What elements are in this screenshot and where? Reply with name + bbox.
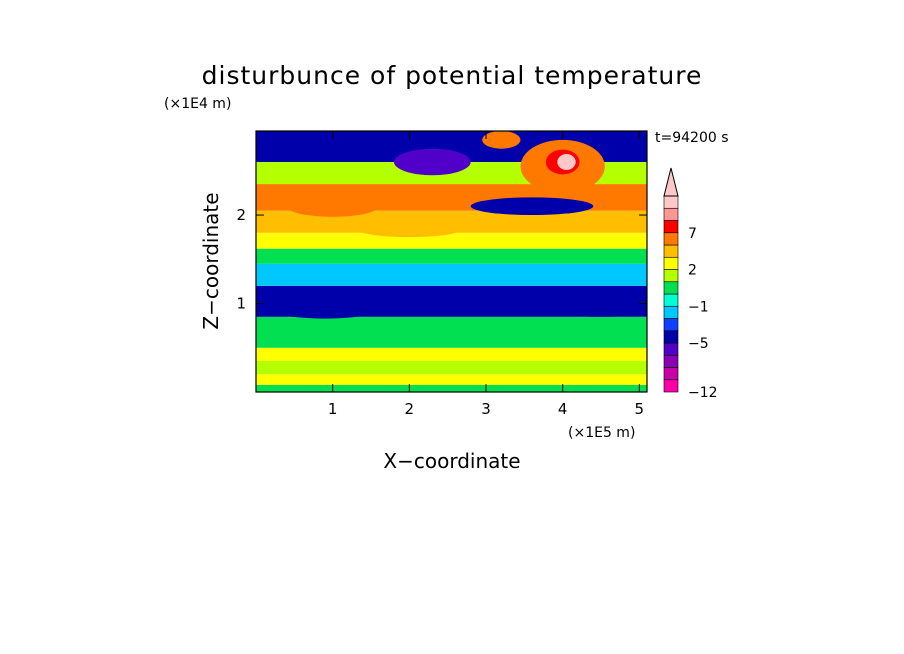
colorbar-tick-label: 2 (688, 263, 697, 279)
colorbar-tick-label: −5 (688, 336, 709, 352)
x-tick-label: 2 (405, 400, 415, 418)
colorbar-swatch (663, 318, 679, 332)
field-feature-2 (482, 131, 521, 149)
colorbar-swatch (663, 342, 679, 356)
colorbar-tick-label: −1 (688, 299, 709, 315)
y-tick-label: 1 (236, 295, 246, 313)
plot-frame (255, 130, 648, 393)
colorbar-swatch (663, 330, 679, 344)
colorbar-swatch (663, 281, 679, 295)
colorbar-extend-arrow (663, 167, 679, 197)
colorbar-swatch (663, 195, 679, 209)
field-band-0 (256, 384, 647, 392)
field-feature-6 (470, 197, 594, 216)
y-unit-label: (×1E4 m) (164, 96, 231, 112)
colorbar-swatch (663, 244, 679, 258)
chart-title: disturbunce of potential temperature (202, 61, 703, 90)
x-tick-label: 4 (558, 400, 568, 418)
x-tick-label: 1 (328, 400, 338, 418)
x-axis-ticks: 1 2 3 4 5 (328, 131, 644, 418)
colorbar: −12−5−127 (663, 167, 718, 401)
colorbar-swatch (663, 305, 679, 319)
colorbar-swatch (663, 220, 679, 234)
field-feature-11 (286, 195, 379, 217)
field-feature-8 (371, 292, 479, 316)
field-feature-10 (256, 352, 494, 362)
field-feature-1 (394, 148, 471, 176)
colorbar-swatch (663, 293, 679, 307)
field-band-2 (256, 361, 647, 375)
field-band-4 (256, 316, 647, 348)
x-tick-label: 5 (635, 400, 645, 418)
colorbar-swatch (663, 367, 679, 381)
field-band-6 (256, 263, 647, 286)
colorbar-tick-label: −12 (688, 385, 718, 401)
field-band-8 (256, 232, 647, 249)
colorbar-swatch (663, 232, 679, 246)
field-band-9 (256, 210, 647, 233)
y-axis-ticks: 12 (236, 206, 647, 313)
colorbar-tick-label: 7 (688, 226, 697, 242)
colorbar-swatch (663, 269, 679, 283)
colorbar-swatch (663, 256, 679, 270)
field-feature-9 (532, 299, 647, 317)
field-band-7 (256, 248, 647, 264)
colorbar-swatch (663, 354, 679, 368)
field-feature-12 (355, 219, 464, 238)
colorbar-swatch (663, 379, 679, 393)
colorbar-swatch (663, 207, 679, 221)
time-label: t=94200 s (655, 130, 729, 146)
field-feature-5 (557, 154, 576, 170)
field-feature-0 (267, 138, 337, 160)
y-tick-label: 2 (236, 206, 246, 224)
field-feature-7 (256, 288, 394, 319)
plot-area (256, 131, 647, 392)
field-band-1 (256, 374, 647, 385)
x-unit-label: (×1E5 m) (568, 425, 635, 441)
x-axis-label: X−coordinate (383, 449, 520, 473)
y-axis-label: Z−coordinate (199, 192, 223, 329)
x-tick-label: 3 (481, 400, 491, 418)
